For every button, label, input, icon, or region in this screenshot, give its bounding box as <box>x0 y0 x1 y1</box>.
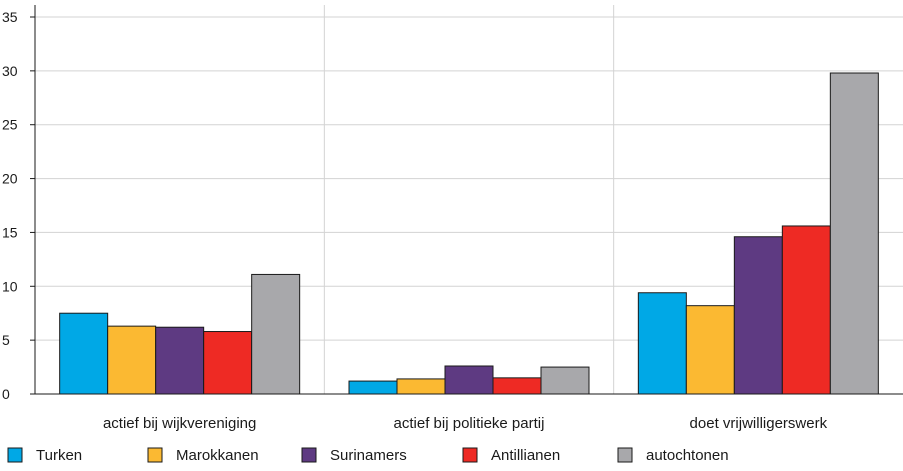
y-tick-label: 5 <box>2 332 10 348</box>
legend-swatch-autochtonen <box>617 447 633 463</box>
y-tick-label: 15 <box>2 224 18 240</box>
bar-autochtonen-2 <box>540 366 590 395</box>
legend: Turken Marokkanen Surinamers Antillianen aut… <box>7 447 729 464</box>
bar-antillianen-3 <box>781 225 831 395</box>
gridlines <box>35 16 903 341</box>
y-tick-label: 30 <box>2 63 18 79</box>
legend-swatch-marokkanen <box>147 447 163 463</box>
bars <box>59 72 879 395</box>
legend-label-turken: Turken <box>36 447 82 464</box>
y-tick-label: 20 <box>2 171 18 187</box>
bar-autochtonen-1 <box>251 273 301 395</box>
y-tick-label: 25 <box>2 117 18 133</box>
legend-label-antillianen: Antillianen <box>491 447 560 464</box>
bar-antillianen-1 <box>203 331 253 395</box>
bar-surinamers-1 <box>155 326 205 395</box>
bar-marokkanen-1 <box>107 325 157 395</box>
y-tick-label: 10 <box>2 278 18 294</box>
bar-autochtonen-3 <box>829 72 879 395</box>
category-labels: actief bij wijkvereniging actief bij poli… <box>103 415 828 432</box>
legend-swatch-antillianen <box>462 447 478 463</box>
legend-label-marokkanen: Marokkanen <box>176 447 259 464</box>
legend-swatch-turken <box>7 447 23 463</box>
bar-marokkanen-3 <box>685 305 735 395</box>
bar-turken-1 <box>59 312 109 395</box>
legend-label-surinamers: Surinamers <box>330 447 407 464</box>
axes <box>30 5 903 395</box>
bar-marokkanen-2 <box>396 378 446 395</box>
category-separators <box>323 5 615 394</box>
bar-surinamers-2 <box>444 365 494 395</box>
bar-surinamers-3 <box>733 236 783 395</box>
bar-antillianen-2 <box>492 377 542 395</box>
legend-label-autochtonen: autochtonen <box>646 447 729 464</box>
y-tick-label: 0 <box>2 386 10 402</box>
y-tick-labels: 0 5 10 15 20 25 30 35 <box>2 9 18 402</box>
x-category-label: actief bij wijkvereniging <box>103 415 256 432</box>
bar-turken-3 <box>637 292 687 395</box>
x-category-label: actief bij politieke partij <box>394 415 545 432</box>
x-category-label: doet vrijwilligerswerk <box>690 415 828 432</box>
bar-turken-2 <box>348 380 398 395</box>
y-tick-label: 35 <box>2 9 18 25</box>
legend-swatch-surinamers <box>301 447 317 463</box>
